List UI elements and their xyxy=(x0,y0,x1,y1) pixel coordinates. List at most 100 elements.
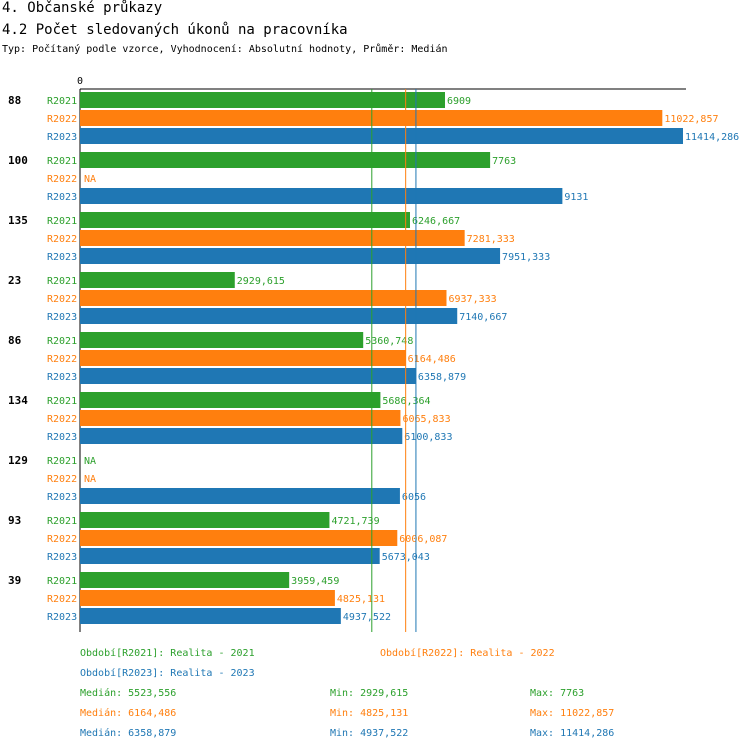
bar-r2022 xyxy=(80,590,335,606)
bar-value-label: 5686,364 xyxy=(382,396,430,407)
bar-r2023 xyxy=(80,368,416,384)
bar-r2022 xyxy=(80,350,406,366)
series-label: R2022 xyxy=(47,594,77,605)
bar-r2023 xyxy=(80,488,400,504)
bar-value-label: 7763 xyxy=(492,156,516,167)
series-label: R2023 xyxy=(47,312,77,323)
bar-value-label: NA xyxy=(84,456,96,467)
series-label: R2021 xyxy=(47,396,77,407)
series-label: R2021 xyxy=(47,576,77,587)
series-label: R2022 xyxy=(47,354,77,365)
bar-value-label: 5360,748 xyxy=(365,336,413,347)
bar-value-label: 6100,833 xyxy=(404,432,452,443)
series-label: R2023 xyxy=(47,192,77,203)
series-label: R2023 xyxy=(47,432,77,443)
bar-r2021 xyxy=(80,272,235,288)
bar-value-label: 6358,879 xyxy=(418,372,466,383)
bar-r2022 xyxy=(80,230,465,246)
bar-r2022 xyxy=(80,290,447,306)
bar-r2023 xyxy=(80,188,563,204)
axis-zero-label: 0 xyxy=(77,76,83,87)
bar-value-label: 4825,131 xyxy=(337,594,385,605)
stat-max-r2021: Max: 7763 xyxy=(530,688,585,699)
bar-value-label: NA xyxy=(84,174,96,185)
series-label: R2021 xyxy=(47,336,77,347)
page-title: 4. Občanské průkazy xyxy=(2,0,163,16)
bar-r2021 xyxy=(80,92,445,108)
bar-r2023 xyxy=(80,308,458,324)
group-label: 93 xyxy=(8,514,21,527)
bar-value-label: 11022,857 xyxy=(664,114,718,125)
group-label: 23 xyxy=(8,274,21,287)
series-label: R2023 xyxy=(47,492,77,503)
series-label: R2023 xyxy=(47,612,77,623)
series-label: R2022 xyxy=(47,414,77,425)
chart-description: Typ: Počítaný podle vzorce, Vyhodnocení:… xyxy=(2,44,448,55)
stat-min-r2022: Min: 4825,131 xyxy=(330,708,409,719)
series-label: R2022 xyxy=(47,534,77,545)
bar-value-label: 6164,486 xyxy=(408,354,456,365)
series-label: R2022 xyxy=(47,294,77,305)
group-label: 86 xyxy=(8,334,22,347)
bar-value-label: 6937,333 xyxy=(448,294,496,305)
bar-value-label: 4937,522 xyxy=(343,612,391,623)
bar-value-label: 9131 xyxy=(564,192,588,203)
bar-value-label: 6065,833 xyxy=(402,414,450,425)
bar-value-label: NA xyxy=(84,474,96,485)
series-label: R2022 xyxy=(47,174,77,185)
stat-max-r2023: Max: 11414,286 xyxy=(530,728,615,739)
bar-r2022 xyxy=(80,110,663,126)
series-label: R2021 xyxy=(47,276,77,287)
bar-value-label: 6056 xyxy=(402,492,426,503)
stat-max-r2022: Max: 11022,857 xyxy=(530,708,615,719)
bar-value-label: 3959,459 xyxy=(291,576,339,587)
bar-value-label: 7951,333 xyxy=(502,252,550,263)
bar-r2021 xyxy=(80,572,290,588)
stat-median-r2022: Medián: 6164,486 xyxy=(80,708,177,719)
series-label: R2023 xyxy=(47,252,77,263)
legend-r2021: Období[R2021]: Realita - 2021 xyxy=(80,648,255,659)
bar-r2023 xyxy=(80,128,683,144)
legend-r2023: Období[R2023]: Realita - 2023 xyxy=(80,668,255,679)
series-label: R2021 xyxy=(47,516,77,527)
bar-r2023 xyxy=(80,548,380,564)
bar-value-label: 6006,087 xyxy=(399,534,447,545)
series-label: R2022 xyxy=(47,234,77,245)
bar-value-label: 2929,615 xyxy=(237,276,285,287)
series-label: R2023 xyxy=(47,552,77,563)
bar-value-label: 7281,333 xyxy=(467,234,515,245)
stat-median-r2023: Medián: 6358,879 xyxy=(80,728,177,739)
bar-r2022 xyxy=(80,410,401,426)
group-label: 100 xyxy=(8,154,28,167)
bar-r2021 xyxy=(80,512,330,528)
bar-value-label: 4721,739 xyxy=(331,516,379,527)
series-label: R2021 xyxy=(47,456,77,467)
bar-value-label: 11414,286 xyxy=(685,132,739,143)
series-label: R2023 xyxy=(47,372,77,383)
group-label: 39 xyxy=(8,574,21,587)
stat-min-r2021: Min: 2929,615 xyxy=(330,688,409,699)
bar-r2023 xyxy=(80,248,501,264)
group-label: 88 xyxy=(8,94,21,107)
group-label: 129 xyxy=(8,454,28,467)
group-label: 135 xyxy=(8,214,28,227)
series-label: R2022 xyxy=(47,114,77,125)
series-label: R2021 xyxy=(47,96,77,107)
legend-r2022: Období[R2022]: Realita - 2022 xyxy=(380,648,555,659)
series-label: R2021 xyxy=(47,156,77,167)
bar-value-label: 7140,667 xyxy=(459,312,507,323)
series-label: R2022 xyxy=(47,474,77,485)
bar-r2021 xyxy=(80,212,411,228)
bar-r2021 xyxy=(80,152,491,168)
bar-r2023 xyxy=(80,428,403,444)
bar-r2021 xyxy=(80,332,364,348)
bar-value-label: 6246,667 xyxy=(412,216,460,227)
bar-r2023 xyxy=(80,608,341,624)
bar-r2022 xyxy=(80,530,398,546)
group-label: 134 xyxy=(8,394,28,407)
bar-chart: 0 88 R2021 6909 R2022 11022,857 R2023 11414,286… xyxy=(8,76,739,632)
stat-median-r2021: Medián: 5523,556 xyxy=(80,688,177,699)
bar-r2021 xyxy=(80,392,381,408)
bar-value-label: 6909 xyxy=(447,96,471,107)
stat-min-r2023: Min: 4937,522 xyxy=(330,728,409,739)
